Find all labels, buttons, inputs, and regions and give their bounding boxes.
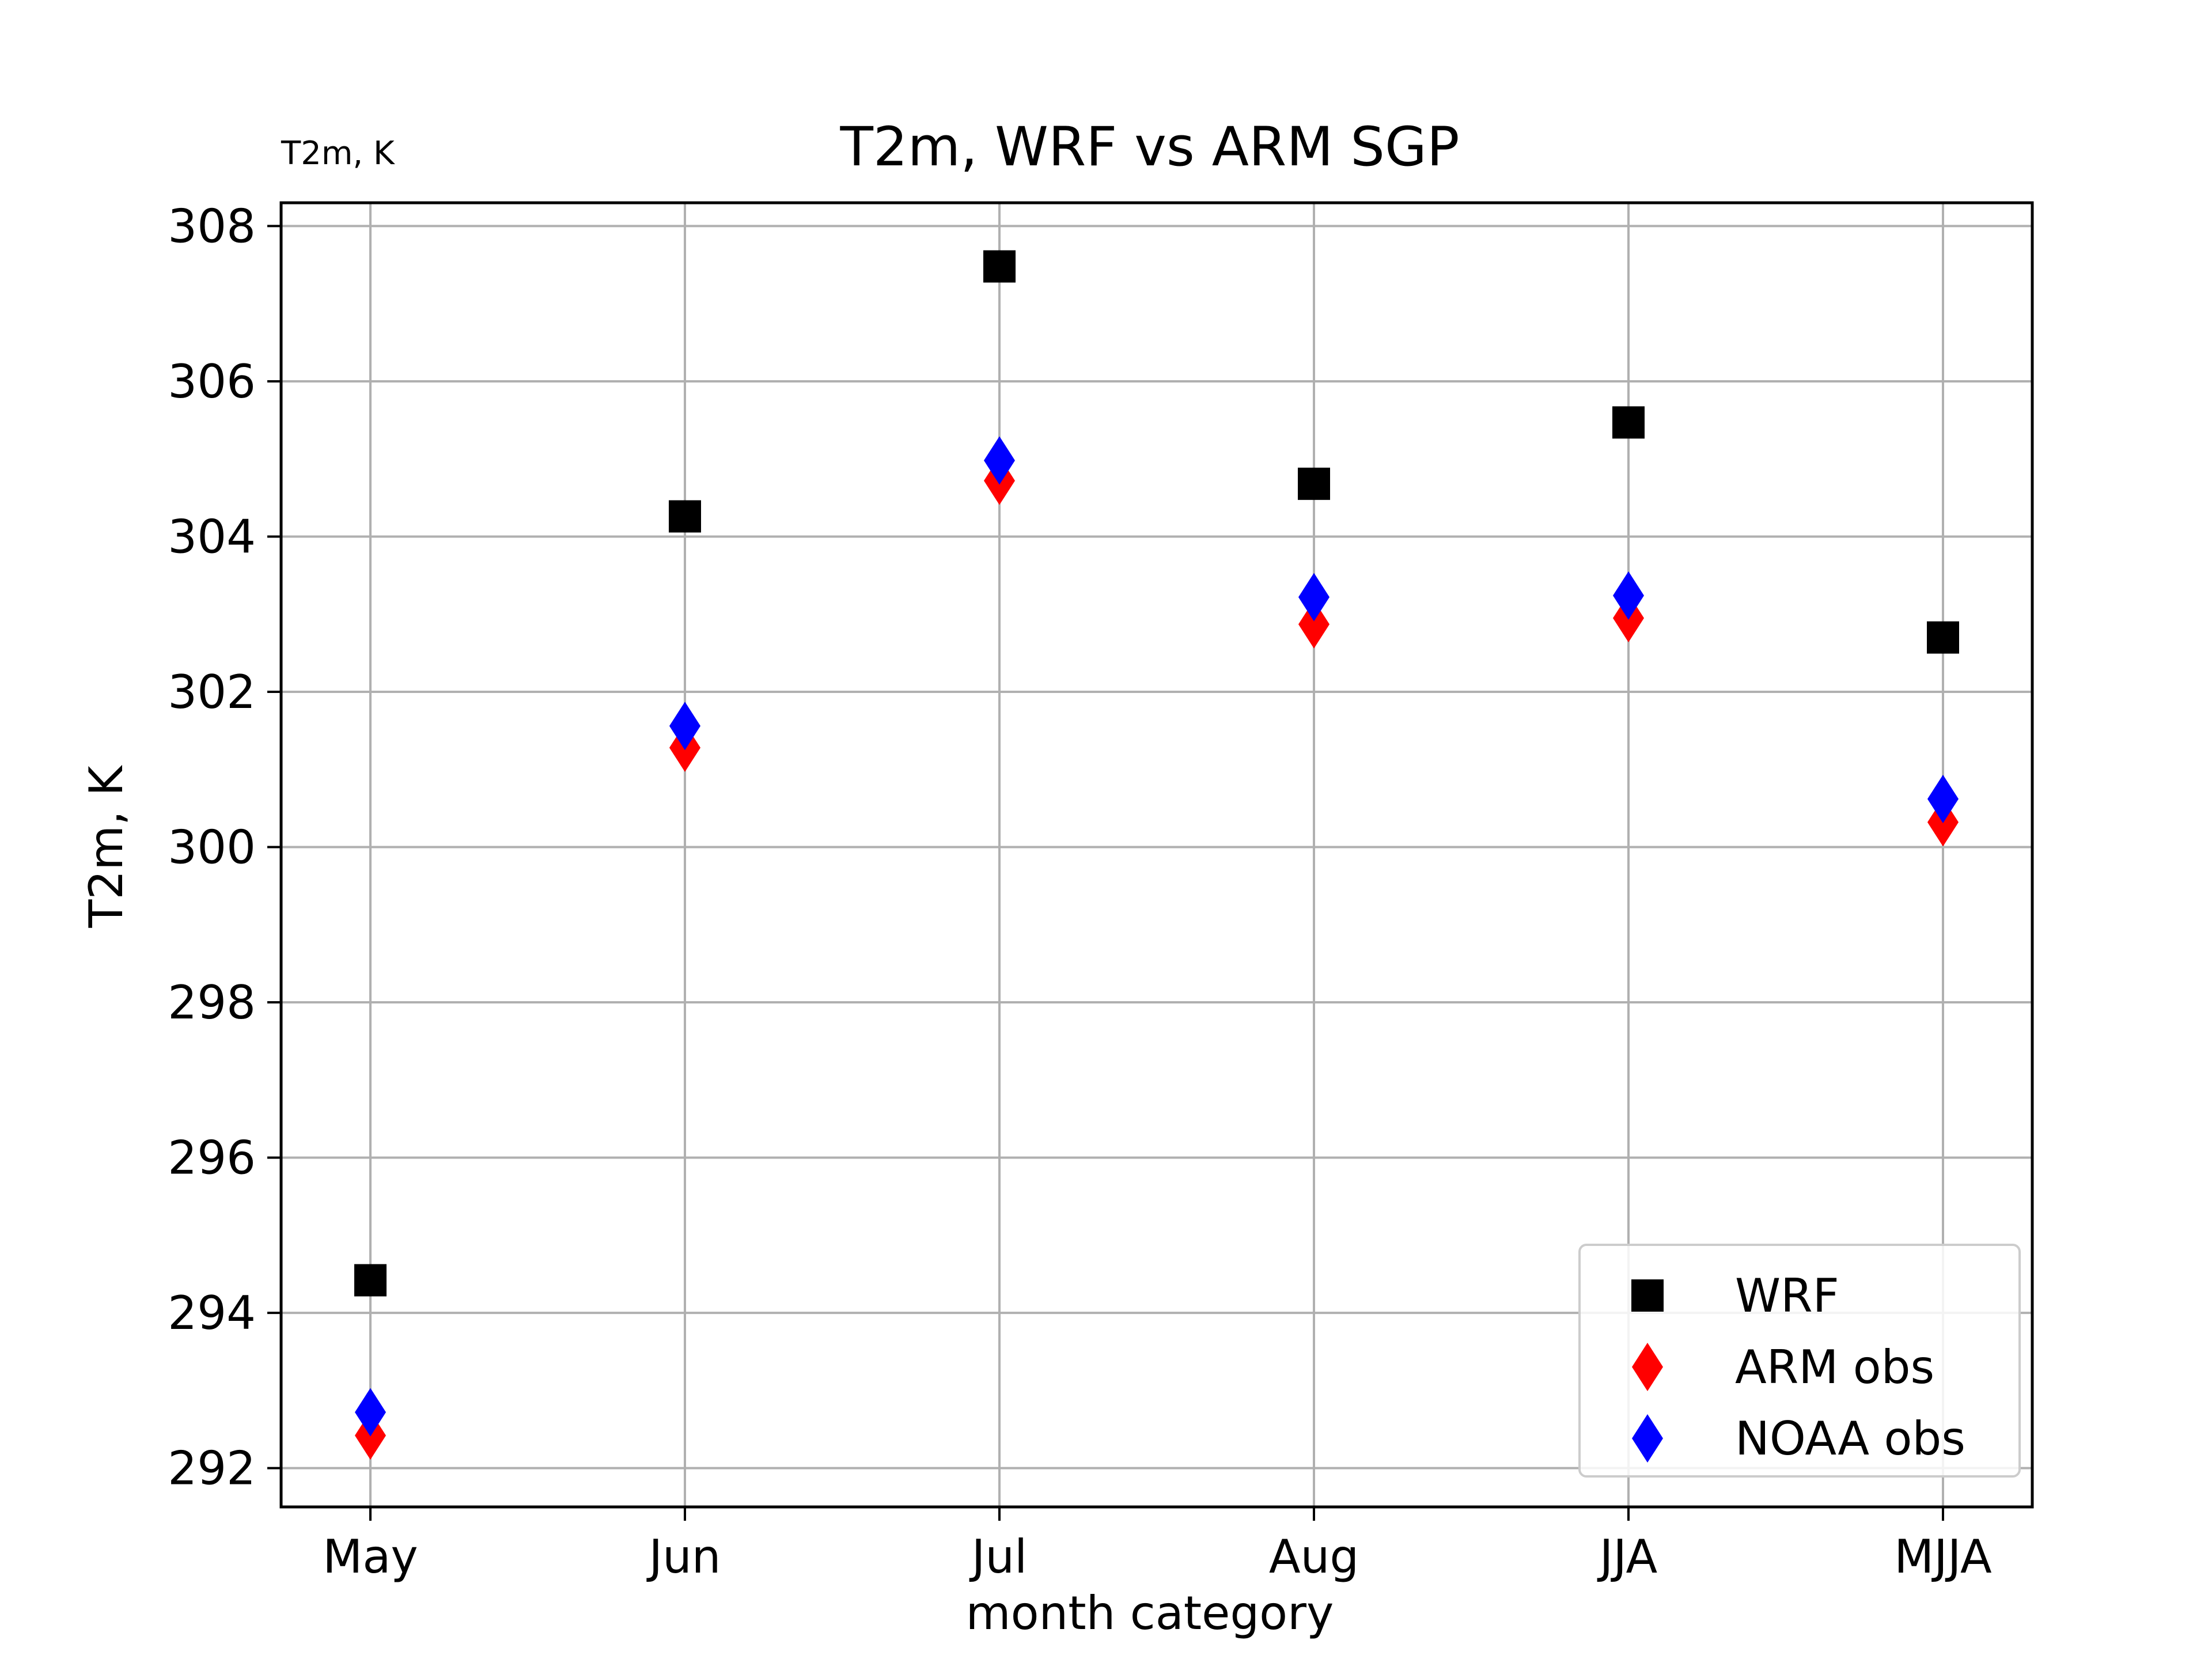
legend-marker-wrf: [1631, 1279, 1664, 1312]
legend-box: [1578, 1244, 2021, 1478]
legend-label-arm-obs: ARM obs: [1735, 1340, 1934, 1394]
x-axis-label: month category: [966, 1586, 1334, 1640]
y-tick-label: 302: [168, 665, 256, 719]
y-tick-label: 296: [168, 1131, 256, 1185]
legend-label-noaa-obs: NOAA obs: [1735, 1412, 1965, 1465]
noaa-obs-point: [669, 702, 700, 751]
noaa-obs-point: [1613, 571, 1644, 620]
marks-layer: [354, 250, 1959, 1460]
wrf-point: [1612, 406, 1645, 439]
y-tick-label: 306: [168, 355, 256, 408]
legend-marker-noaa-obs: [1632, 1414, 1663, 1463]
arm-obs-point: [1298, 600, 1330, 649]
noaa-obs-point: [1927, 774, 1959, 823]
chart-title: T2m, WRF vs ARM SGP: [839, 116, 1459, 179]
axes-layer: May Jun Jul Aug JJA MJJA 292 294 296 298 300 302 304…: [168, 199, 2034, 1584]
x-tick-label: May: [323, 1530, 418, 1584]
x-tick-label: JJA: [1597, 1530, 1658, 1584]
wrf-point: [1298, 467, 1330, 500]
y-tick-label: 294: [168, 1286, 256, 1340]
noaa-obs-point: [355, 1388, 386, 1437]
y-tick-label: 292: [168, 1442, 256, 1495]
y-axis-label: T2m, K: [79, 764, 133, 929]
noaa-obs-point: [1298, 573, 1330, 622]
legend: WRF ARM obs NOAA obs: [1578, 1244, 2021, 1478]
grid-layer: [281, 203, 2032, 1507]
wrf-point: [983, 250, 1016, 283]
wrf-point: [354, 1264, 387, 1297]
y-tick-label: 304: [168, 510, 256, 563]
x-tick-label: Jul: [969, 1530, 1028, 1584]
wrf-point: [1927, 621, 1959, 654]
x-tick-label: Aug: [1269, 1530, 1359, 1584]
plot-frame: [279, 201, 2034, 1509]
axis-corner-label: T2m, K: [281, 135, 395, 172]
legend-marker-arm-obs: [1632, 1343, 1663, 1391]
y-tick-label: 298: [168, 976, 256, 1029]
legend-label-wrf: WRF: [1735, 1269, 1839, 1323]
noaa-obs-point: [984, 436, 1015, 485]
x-tick-label: MJJA: [1894, 1530, 1992, 1584]
wrf-point: [669, 500, 701, 533]
y-tick-label: 300: [168, 821, 256, 874]
y-tick-label: 308: [168, 199, 256, 253]
x-tick-label: Jun: [646, 1530, 721, 1584]
